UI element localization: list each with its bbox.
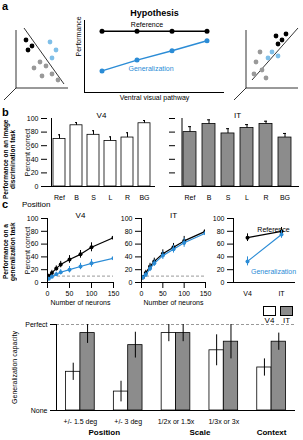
html-text:d: d — [2, 306, 9, 318]
svg-text:40: 40 — [217, 253, 225, 260]
svg-text:60: 60 — [31, 142, 39, 149]
svg-text:BG: BG — [280, 194, 290, 201]
svg-text:100: 100 — [121, 215, 133, 222]
svg-text:0: 0 — [221, 279, 225, 286]
svg-text:Percent correct: Percent correct — [24, 129, 31, 177]
svg-text:V4: V4 — [243, 290, 252, 297]
svg-text:80: 80 — [31, 228, 39, 235]
svg-text:100: 100 — [178, 290, 190, 297]
svg-text:100: 100 — [213, 215, 225, 222]
svg-text:80: 80 — [217, 228, 225, 235]
svg-text:1/3x or 3x: 1/3x or 3x — [208, 418, 239, 425]
svg-text:Ref: Ref — [54, 194, 65, 201]
svg-text:B: B — [207, 194, 212, 201]
svg-text:0: 0 — [35, 279, 39, 286]
svg-text:60: 60 — [31, 240, 39, 247]
svg-text:100: 100 — [27, 215, 39, 222]
svg-text:L: L — [245, 194, 249, 201]
html-text:Performance on a generalizatio: Performance on a generalization task — [2, 222, 17, 282]
svg-text:0: 0 — [46, 290, 50, 297]
html-text:Performance on an image discri: Performance on an image discrimination t… — [2, 119, 17, 199]
svg-text:L: L — [109, 194, 113, 201]
html-text:Position: Position — [22, 200, 51, 209]
svg-text:+/- 3 deg: +/- 3 deg — [114, 418, 142, 426]
svg-text:+/- 1.5 deg: +/- 1.5 deg — [64, 418, 98, 426]
svg-text:1/2x or 1.5x: 1/2x or 1.5x — [158, 418, 195, 425]
svg-text:60: 60 — [125, 240, 133, 247]
svg-text:20: 20 — [31, 266, 39, 273]
svg-text:40: 40 — [125, 253, 133, 260]
svg-text:150: 150 — [200, 290, 212, 297]
svg-text:S: S — [91, 194, 96, 201]
svg-text:0: 0 — [140, 290, 144, 297]
svg-text:Reference: Reference — [131, 21, 163, 28]
svg-text:Generalization: Generalization — [128, 65, 173, 72]
svg-text:V4: V4 — [97, 111, 107, 120]
svg-text:Ventral visual pathway: Ventral visual pathway — [120, 94, 190, 102]
svg-text:20: 20 — [125, 266, 133, 273]
svg-text:R: R — [125, 194, 130, 201]
svg-text:40: 40 — [31, 156, 39, 163]
svg-text:Percent correct: Percent correct — [24, 227, 31, 275]
svg-text:V4: V4 — [76, 211, 86, 220]
svg-text:None: None — [31, 407, 48, 414]
svg-text:Performance: Performance — [75, 16, 82, 56]
svg-text:40: 40 — [31, 253, 39, 260]
svg-text:50: 50 — [159, 290, 167, 297]
svg-text:20: 20 — [31, 169, 39, 176]
svg-text:80: 80 — [31, 128, 39, 135]
svg-text:Scale: Scale — [189, 428, 210, 437]
html-text:IT: IT — [282, 316, 290, 325]
svg-text:150: 150 — [108, 290, 120, 297]
svg-text:100: 100 — [27, 115, 39, 122]
svg-text:Context: Context — [257, 428, 287, 437]
svg-text:IT: IT — [234, 111, 241, 120]
svg-text:IT: IT — [170, 211, 177, 220]
svg-text:0: 0 — [35, 183, 39, 190]
svg-text:80: 80 — [125, 228, 133, 235]
svg-text:IT: IT — [278, 290, 285, 297]
html-text:V4: V4 — [264, 316, 275, 325]
html-text:c: c — [2, 198, 9, 210]
svg-text:Reference: Reference — [257, 226, 289, 233]
svg-text:Generalization capacity: Generalization capacity — [11, 331, 19, 404]
svg-text:50: 50 — [66, 290, 74, 297]
html-text:a: a — [2, 0, 9, 12]
svg-text:Number of neurons: Number of neurons — [144, 299, 204, 306]
svg-text:Perfect: Perfect — [25, 321, 47, 328]
svg-text:Number of neurons: Number of neurons — [51, 299, 111, 306]
svg-text:B: B — [74, 194, 79, 201]
svg-text:0: 0 — [129, 279, 133, 286]
svg-text:BG: BG — [139, 194, 149, 201]
svg-text:20: 20 — [217, 266, 225, 273]
html-text:b: b — [2, 106, 9, 118]
svg-text:Generalization: Generalization — [251, 268, 296, 275]
svg-text:S: S — [226, 194, 231, 201]
svg-text:Hypothesis: Hypothesis — [130, 8, 179, 18]
svg-text:Ref: Ref — [185, 194, 196, 201]
svg-text:100: 100 — [86, 290, 98, 297]
svg-text:60: 60 — [217, 240, 225, 247]
svg-text:R: R — [263, 194, 268, 201]
svg-text:Position: Position — [89, 428, 121, 437]
